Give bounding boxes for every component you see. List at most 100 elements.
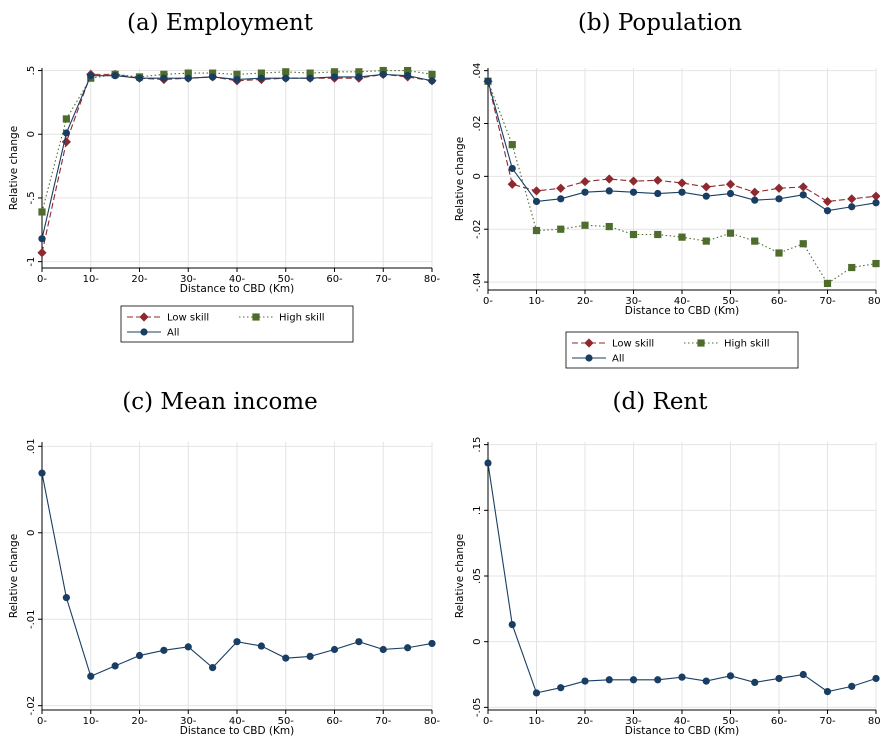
data-point: [379, 66, 387, 75]
data-point: [209, 664, 217, 672]
x-tick-label: 50-: [278, 716, 295, 727]
data-point: [209, 73, 217, 81]
data-point: [848, 682, 856, 690]
x-tick-label: 10-: [83, 716, 100, 727]
data-point: [629, 230, 638, 239]
x-tick-label: 20-: [131, 274, 148, 285]
data-point: [775, 195, 783, 203]
data-point: [184, 69, 192, 77]
y-tick-label: -.02: [26, 696, 37, 716]
data-point: [604, 174, 614, 184]
chart-svg: 0- 10- 20- 30- 40- 50- 60- 70- 80- .04 .02 0 -.02 -.0…: [454, 63, 880, 369]
data-point: [654, 189, 662, 198]
data-point: [233, 638, 241, 646]
data-point: [484, 77, 492, 85]
data-point: [726, 189, 735, 198]
data-point: [799, 240, 807, 248]
y-tick-label: -.02: [472, 219, 483, 239]
data-point: [532, 197, 541, 206]
data-point: [61, 137, 71, 147]
y-tick-label: .15: [472, 437, 483, 453]
x-axis-label: Distance to CBD (Km): [180, 283, 294, 295]
data-point: [282, 74, 290, 82]
data-point: [557, 195, 565, 203]
data-point: [678, 233, 686, 241]
series: [484, 77, 880, 215]
x-tick-label: 60-: [326, 716, 343, 727]
data-point: [233, 70, 241, 78]
data-point: [848, 263, 856, 272]
data-point: [678, 188, 686, 196]
data-point: [872, 199, 880, 207]
data-point: [379, 70, 387, 78]
x-tick-label: 40-: [674, 716, 691, 727]
data-point: [823, 207, 832, 215]
data-point: [823, 279, 832, 287]
x-tick-label: 0-: [37, 274, 47, 285]
data-point: [355, 68, 363, 76]
x-tick-label: 80-: [424, 274, 441, 285]
legend-marker: [697, 339, 705, 347]
chart-svg: 0- 10- 20- 30- 40- 50- 60- 70- 80- .01 0 -.01 -.02 Di…: [8, 438, 441, 737]
data-point: [775, 249, 783, 257]
x-tick-label: 10-: [83, 274, 100, 285]
chart-panel-mean-income: (c) Mean income 0- 10- 20- 30- 40- 50- 60- 70- 8…: [0, 373, 441, 747]
data-point: [799, 191, 807, 199]
x-tick-label: 80-: [424, 716, 441, 727]
data-point: [379, 645, 387, 654]
data-point: [484, 459, 492, 467]
chart-panel-population: (b) Population 0- 10- 20- 30- 40- 50- 60- 70- 80…: [440, 0, 880, 373]
data-point: [209, 69, 217, 77]
x-tick-label: 0-: [483, 296, 493, 307]
legend-marker: [585, 354, 593, 362]
data-point: [605, 222, 613, 231]
data-point: [799, 670, 807, 679]
chart-svg: 0- 10- 20- 30- 40- 50- 60- 70- 80- .15 .1 .05 0 -.05 D…: [454, 437, 880, 737]
data-point: [62, 594, 70, 602]
x-axis-label: Distance to CBD (Km): [625, 305, 739, 317]
data-point: [111, 72, 119, 80]
data-point: [532, 226, 541, 235]
data-point: [654, 230, 662, 239]
x-tick-label: 10-: [528, 716, 545, 727]
legend-box: [565, 331, 799, 369]
data-point: [428, 70, 436, 78]
data-point: [751, 237, 759, 245]
data-point: [557, 225, 565, 233]
data-point: [355, 73, 363, 81]
y-tick-label: -1: [26, 257, 37, 267]
y-tick-label: -.5: [26, 191, 37, 204]
y-tick-label: 0: [472, 173, 483, 179]
chart-svg: 0- 10- 20- 30- 40- 50- 60- 70- 80- .5 0 -.5 -1 Distan…: [8, 66, 441, 343]
x-tick-label: 40-: [229, 274, 246, 285]
data-point: [306, 652, 314, 660]
x-tick-label: 30-: [625, 296, 642, 307]
x-tick-label: 50-: [278, 274, 295, 285]
data-point: [404, 72, 412, 80]
data-point: [677, 178, 687, 188]
data-point: [872, 259, 880, 268]
data-point: [184, 643, 192, 651]
chart-title: (a) Employment: [127, 10, 313, 36]
data-point: [871, 191, 880, 201]
data-point: [605, 187, 613, 195]
x-tick-label: 70-: [819, 716, 836, 727]
data-point: [750, 187, 760, 197]
data-point: [823, 688, 832, 696]
data-point: [726, 672, 735, 680]
data-point: [37, 248, 47, 258]
legend-marker: [584, 338, 594, 348]
legend-label: All: [167, 328, 179, 339]
y-tick-label: .04: [472, 63, 483, 79]
y-tick-label: 0: [472, 638, 483, 644]
data-point: [38, 208, 46, 216]
data-point: [87, 72, 95, 80]
data-point: [87, 672, 95, 680]
y-axis-label: Relative change: [454, 137, 466, 221]
y-tick-label: -.04: [472, 272, 483, 292]
data-point: [726, 229, 735, 237]
x-tick-label: 40-: [674, 296, 691, 307]
data-point: [508, 621, 516, 629]
data-point: [38, 235, 46, 243]
legend-label: All: [612, 354, 624, 365]
